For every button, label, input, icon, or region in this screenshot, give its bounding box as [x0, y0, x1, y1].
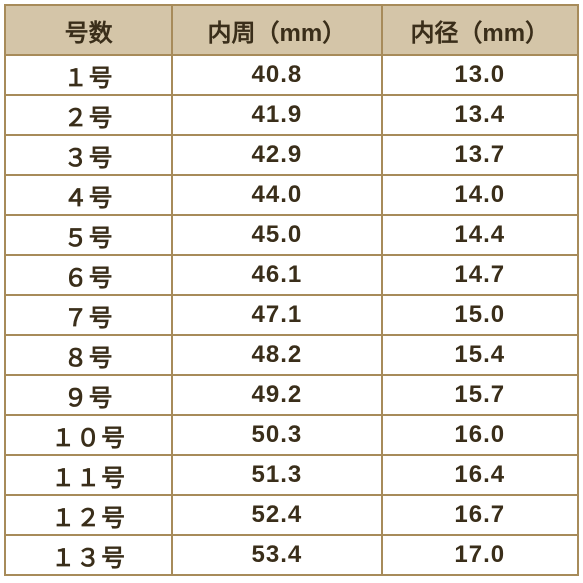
header-size: 号数 [5, 5, 172, 55]
cell-diameter: 15.0 [382, 295, 578, 335]
cell-diameter: 13.0 [382, 55, 578, 95]
table-row: ６号 46.1 14.7 [5, 255, 578, 295]
table-row: ４号 44.0 14.0 [5, 175, 578, 215]
cell-diameter: 16.7 [382, 495, 578, 535]
cell-circumference: 45.0 [172, 215, 381, 255]
cell-size: ７号 [5, 295, 172, 335]
table-row: ８号 48.2 15.4 [5, 335, 578, 375]
cell-circumference: 50.3 [172, 415, 381, 455]
cell-size: ４号 [5, 175, 172, 215]
cell-diameter: 15.4 [382, 335, 578, 375]
table-body: １号 40.8 13.0 ２号 41.9 13.4 ３号 42.9 13.7 ４… [5, 55, 578, 575]
cell-size: ２号 [5, 95, 172, 135]
table-row: ９号 49.2 15.7 [5, 375, 578, 415]
table-row: ３号 42.9 13.7 [5, 135, 578, 175]
cell-circumference: 52.4 [172, 495, 381, 535]
cell-size: ９号 [5, 375, 172, 415]
cell-diameter: 15.7 [382, 375, 578, 415]
cell-diameter: 13.7 [382, 135, 578, 175]
cell-circumference: 51.3 [172, 455, 381, 495]
cell-size: ５号 [5, 215, 172, 255]
cell-circumference: 41.9 [172, 95, 381, 135]
cell-diameter: 14.4 [382, 215, 578, 255]
cell-circumference: 48.2 [172, 335, 381, 375]
cell-size: １号 [5, 55, 172, 95]
cell-circumference: 53.4 [172, 535, 381, 575]
cell-size: ６号 [5, 255, 172, 295]
cell-size: ８号 [5, 335, 172, 375]
ring-size-table: 号数 内周（mm） 内径（mm） １号 40.8 13.0 ２号 41.9 13… [4, 4, 579, 576]
cell-size: １３号 [5, 535, 172, 575]
cell-size: １１号 [5, 455, 172, 495]
cell-circumference: 46.1 [172, 255, 381, 295]
cell-circumference: 40.8 [172, 55, 381, 95]
cell-size: １０号 [5, 415, 172, 455]
cell-diameter: 16.4 [382, 455, 578, 495]
header-diameter: 内径（mm） [382, 5, 578, 55]
table-header-row: 号数 内周（mm） 内径（mm） [5, 5, 578, 55]
cell-circumference: 44.0 [172, 175, 381, 215]
table-row: ５号 45.0 14.4 [5, 215, 578, 255]
cell-diameter: 16.0 [382, 415, 578, 455]
cell-diameter: 14.7 [382, 255, 578, 295]
header-circumference: 内周（mm） [172, 5, 381, 55]
table-row: １０号 50.3 16.0 [5, 415, 578, 455]
table-row: １２号 52.4 16.7 [5, 495, 578, 535]
table-row: １３号 53.4 17.0 [5, 535, 578, 575]
cell-diameter: 13.4 [382, 95, 578, 135]
table-row: １号 40.8 13.0 [5, 55, 578, 95]
cell-circumference: 47.1 [172, 295, 381, 335]
table-row: ２号 41.9 13.4 [5, 95, 578, 135]
table-row: ７号 47.1 15.0 [5, 295, 578, 335]
table-row: １１号 51.3 16.4 [5, 455, 578, 495]
cell-diameter: 14.0 [382, 175, 578, 215]
cell-size: ３号 [5, 135, 172, 175]
cell-circumference: 42.9 [172, 135, 381, 175]
cell-circumference: 49.2 [172, 375, 381, 415]
cell-size: １２号 [5, 495, 172, 535]
cell-diameter: 17.0 [382, 535, 578, 575]
